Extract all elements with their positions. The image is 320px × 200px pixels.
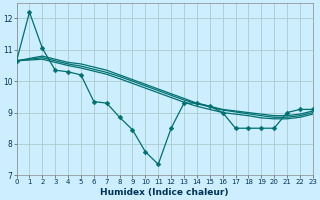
X-axis label: Humidex (Indice chaleur): Humidex (Indice chaleur) (100, 188, 229, 197)
